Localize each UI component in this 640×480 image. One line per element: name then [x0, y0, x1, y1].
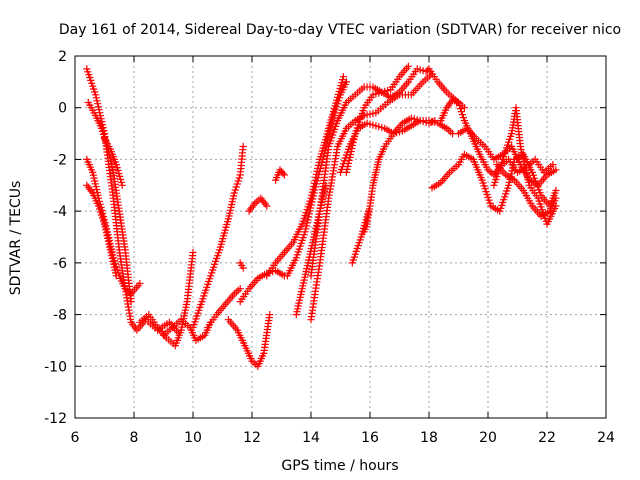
- data-point-markers: [283, 78, 350, 280]
- data-point-markers: [490, 104, 560, 228]
- y-tick-label: -4: [53, 204, 67, 220]
- data-point-markers: [83, 181, 120, 280]
- series-track-14: [272, 166, 288, 184]
- y-tick-label: -2: [53, 152, 67, 168]
- y-tick-label: -6: [53, 256, 67, 272]
- chart-title: Day 161 of 2014, Sidereal Day-to-day VTE…: [59, 22, 621, 38]
- x-tick-label: 20: [479, 430, 497, 446]
- y-tick-label: -12: [44, 411, 67, 427]
- axis-ticks: 6 8 10 12 14 16 18 20 22 24 -12 -10 -8 -6 -4 -2 0 2: [44, 49, 615, 446]
- y-tick-label: 0: [58, 101, 67, 117]
- data-point-markers: [348, 207, 373, 267]
- x-tick-label: 6: [71, 430, 80, 446]
- series-track-10: [224, 311, 274, 370]
- data-point-markers: [236, 259, 247, 272]
- series-track-28: [493, 161, 560, 220]
- y-tick-label: 2: [58, 49, 67, 65]
- series-track-8: [204, 285, 244, 332]
- x-axis-label: GPS time / hours: [281, 458, 398, 474]
- x-tick-label: 16: [361, 430, 379, 446]
- series-track-13: [245, 194, 271, 215]
- series-track-12: [236, 259, 247, 272]
- x-tick-label: 8: [130, 430, 139, 446]
- series-track-22: [348, 207, 373, 267]
- x-tick-label: 12: [243, 430, 261, 446]
- series-track-27: [490, 104, 560, 228]
- series-track-9: [189, 142, 247, 332]
- data-point-markers: [307, 70, 436, 324]
- data-point-markers: [307, 62, 412, 280]
- x-tick-label: 22: [538, 430, 556, 446]
- x-tick-label: 18: [420, 430, 438, 446]
- data-point-markers: [272, 166, 288, 184]
- series-track-19: [307, 70, 436, 324]
- x-tick-label: 14: [302, 430, 320, 446]
- data-point-markers: [245, 194, 271, 215]
- y-axis-label: SDTVAR / TECUs: [8, 181, 24, 296]
- series-track-18: [307, 62, 412, 280]
- series-track-5: [100, 135, 126, 189]
- data-point-markers: [224, 311, 274, 370]
- data-point-markers: [189, 142, 247, 332]
- data-point-markers: [204, 285, 244, 332]
- plot-frame: [74, 55, 607, 419]
- x-tick-label: 10: [184, 430, 202, 446]
- series-track-16: [283, 78, 350, 280]
- x-tick-label: 24: [597, 430, 615, 446]
- y-tick-label: -10: [44, 359, 67, 375]
- data-point-markers: [493, 161, 560, 220]
- series-track-23: [342, 65, 468, 176]
- series-track-4: [83, 181, 120, 280]
- data-point-markers: [342, 65, 468, 176]
- data-point-markers: [100, 135, 126, 189]
- y-tick-label: -8: [53, 308, 67, 324]
- data-layer: [83, 62, 560, 370]
